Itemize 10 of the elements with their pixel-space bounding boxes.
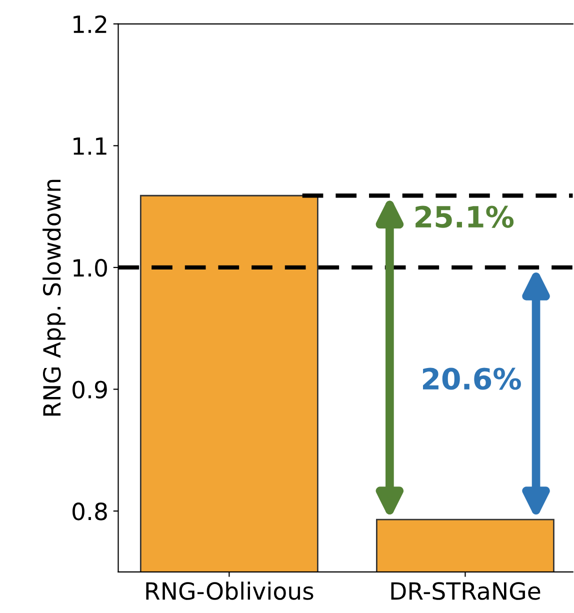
x-tick-label: DR-STRaNGe: [391, 582, 540, 600]
annotation: 20.6%: [422, 368, 521, 390]
y-tick-label: 1.0: [74, 258, 107, 277]
x-tick-label: RNG-Oblivious: [146, 582, 314, 600]
y-tick-label: 0.9: [72, 380, 107, 399]
y-axis-title: RNG App. Slowdown: [42, 180, 66, 416]
y-tick-label: 0.8: [72, 502, 107, 520]
y-tick-label: 1.1: [74, 137, 106, 155]
y-tick-label: 1.2: [74, 15, 106, 33]
annotation: 25.1%: [416, 206, 514, 228]
